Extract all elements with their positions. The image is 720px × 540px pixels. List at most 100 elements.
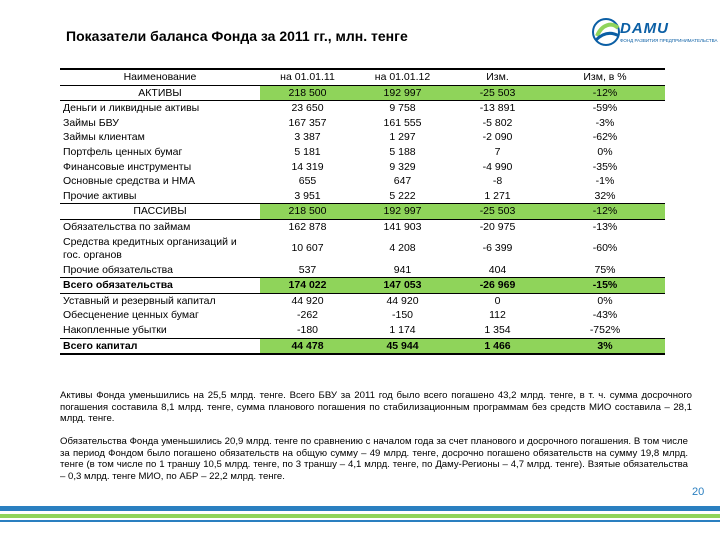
row-label: Прочие обязательства [63,263,173,276]
row-label: Займы БВУ [63,116,119,129]
column-header: Изм. [450,67,545,86]
row-label: Финансовые инструменты [63,160,192,173]
cell-value: -8 [492,175,503,188]
cell-value: 141 903 [383,220,422,233]
cell-value: 537 [298,263,317,276]
table-row: Портфель ценных бумаг 5 181 5 188 7 0% [60,145,665,160]
table-row: Деньги и ликвидные активы 23 650 9 758 -13 … [60,101,665,116]
logo-word: DAMU [620,20,669,37]
cell-value: 941 [393,263,412,276]
cell-value: 23 650 [291,102,324,115]
cell-value: 1 466 [450,337,545,356]
liabilities-paragraph: Обязательства Фонда уменьшились 20,9 млр… [60,436,688,482]
cell-value: -62% [592,131,618,144]
cell-value: 655 [298,175,317,188]
cell-value: 161 555 [383,116,422,129]
cell-value: -60% [592,242,618,255]
cell-value: 5 181 [294,145,321,158]
table-row: Финансовые инструменты 14 319 9 329 -4 990 -… [60,160,665,175]
cell-value: 112 [489,309,506,322]
cell-value: 44 920 [386,294,419,307]
column-header: Изм, в % [545,67,665,86]
footer-stripe-blue [0,506,720,511]
row-label: ПАССИВЫ [60,203,260,220]
table-row: Накопленные убытки -180 1 174 1 354 -752% [60,323,665,338]
cell-value: 44 478 [260,337,355,356]
row-label: Всего обязательства [60,277,260,294]
cell-value: 32% [594,189,616,202]
cell-value: 45 944 [355,337,450,356]
cell-value: -5 802 [482,116,513,129]
table-row: Уставный и резервный капитал 44 920 44 920… [60,293,665,308]
cell-value: 218 500 [260,203,355,220]
cell-value: 174 022 [260,277,355,294]
table-row: ПАССИВЫ 218 500 192 997 -25 503 -12% [60,203,665,220]
cell-value: 5 222 [389,189,416,202]
cell-value: 3% [545,337,665,356]
row-label: Займы клиентам [63,131,145,144]
cell-value: 192 997 [355,84,450,102]
cell-value: 3 951 [294,189,321,202]
cell-value: 0 [494,294,501,307]
table-row: Всего капитал 44 478 45 944 1 466 3% [60,337,665,356]
column-header: на 01.01.11 [260,67,355,86]
table-row: Всего обязательства 174 022 147 053 -26 969… [60,277,665,294]
page-title: Показатели баланса Фонда за 2011 гг., мл… [66,28,408,44]
table-row: Займы БВУ 167 357 161 555 -5 802 -3% [60,116,665,131]
cell-value: -4 990 [482,160,513,173]
column-header: Наименование [60,67,260,86]
cell-value: -180 [296,323,318,336]
table-row: Средства кредитных организаций и гос. ор… [60,235,665,263]
cell-value: 9 329 [389,160,416,173]
cell-value: 192 997 [355,203,450,220]
table-row: Прочие обязательства 537 941 404 75% [60,263,665,278]
row-label: Портфель ценных бумаг [63,145,183,158]
cell-value: -35% [592,160,618,173]
cell-value: 1 297 [389,131,416,144]
row-label: Уставный и резервный капитал [63,294,216,307]
cell-value: -15% [545,277,665,294]
cell-value: -3% [595,116,615,129]
table-header-row: Наименование на 01.01.11 на 01.01.12 Изм. Из… [60,67,665,86]
cell-value: -6 399 [482,242,513,255]
row-label: Средства кредитных организаций и гос. ор… [63,235,237,261]
cell-value: -26 969 [450,277,545,294]
row-label: АКТИВЫ [60,84,260,102]
row-label: Обесценение ценных бумаг [63,309,199,322]
cell-value: -262 [296,309,318,322]
row-label: Прочие активы [63,189,137,202]
cell-value: -1% [595,175,615,188]
cell-value: 10 607 [291,242,324,255]
cell-value: -12% [545,84,665,102]
damu-logo [592,10,710,54]
table-row: Обязательства по займам 162 878 141 903 -20… [60,219,665,234]
cell-value: 9 758 [389,102,416,115]
cell-value: -150 [391,309,413,322]
cell-value: -13 891 [479,102,516,115]
table-row: Обесценение ценных бумаг -262 -150 112 -43% [60,308,665,323]
cell-value: 218 500 [260,84,355,102]
cell-value: -752% [589,323,621,336]
cell-value: 1 271 [484,189,511,202]
cell-value: 404 [488,263,507,276]
table-row: Займы клиентам 3 387 1 297 -2 090 -62% [60,130,665,145]
cell-value: 0% [597,145,613,158]
cell-value: 0% [597,294,613,307]
cell-value: -2 090 [482,131,513,144]
cell-value: -43% [592,309,618,322]
footer-stripe-blue-thin [0,520,720,522]
row-label: Основные средства и НМА [63,175,195,188]
cell-value: 75% [594,263,616,276]
cell-value: 4 208 [389,242,416,255]
cell-value: 7 [494,145,501,158]
cell-value: -25 503 [450,203,545,220]
table-row: Основные средства и НМА 655 647 -8 -1% [60,174,665,189]
cell-value: 647 [393,175,412,188]
cell-value: 147 053 [355,277,450,294]
cell-value: 5 188 [389,145,416,158]
cell-value: 167 357 [288,116,327,129]
table-row: АКТИВЫ 218 500 192 997 -25 503 -12% [60,84,665,102]
cell-value: 162 878 [288,220,327,233]
cell-value: 3 387 [294,131,321,144]
cell-value: 1 354 [484,323,511,336]
